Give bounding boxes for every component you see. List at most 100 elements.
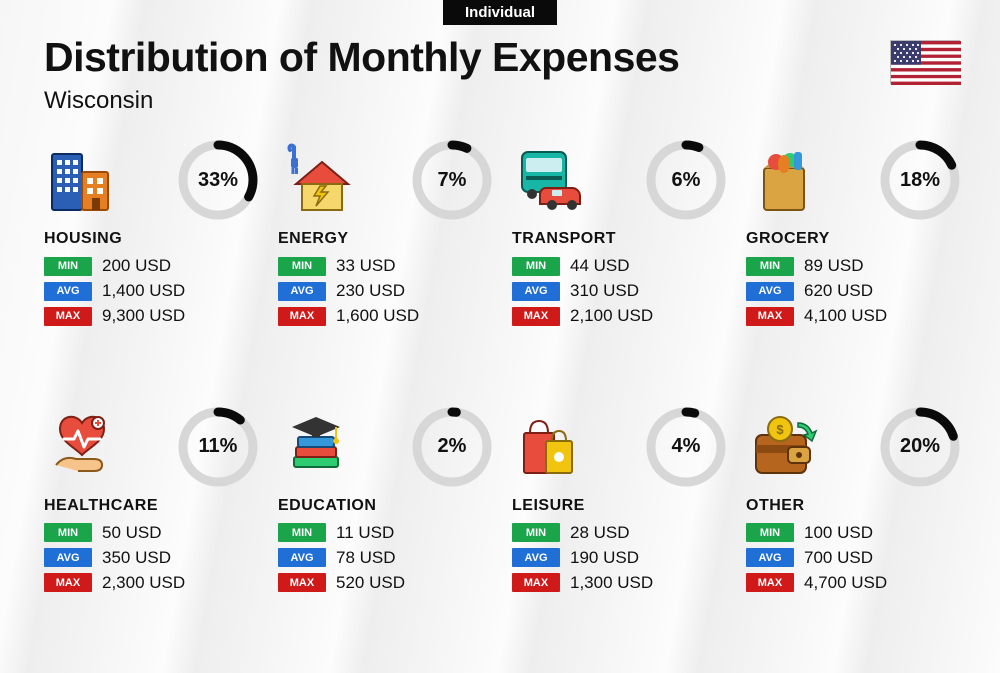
tag-avg: AVG (278, 282, 326, 301)
val-avg: 230 USD (336, 281, 405, 301)
stat-avg: AVG 700 USD (746, 548, 960, 568)
val-avg: 350 USD (102, 548, 171, 568)
card-education: 2% EDUCATION MIN 11 USD AVG 78 USD MAX 5… (278, 407, 492, 644)
donut-grocery: 18% (880, 140, 960, 220)
stat-max: MAX 520 USD (278, 573, 492, 593)
tag-avg: AVG (746, 282, 794, 301)
category-name: OTHER (746, 497, 960, 515)
val-avg: 620 USD (804, 281, 873, 301)
tag-max: MAX (278, 307, 326, 326)
val-avg: 190 USD (570, 548, 639, 568)
page-subtitle: Wisconsin (44, 87, 679, 115)
val-avg: 700 USD (804, 548, 873, 568)
tag-max: MAX (278, 573, 326, 592)
stat-max: MAX 2,300 USD (44, 573, 258, 593)
val-max: 1,600 USD (336, 306, 419, 326)
stat-avg: AVG 620 USD (746, 281, 960, 301)
tag-min: MIN (512, 523, 560, 542)
pct-label: 18% (880, 140, 960, 220)
tag-max: MAX (44, 573, 92, 592)
donut-leisure: 4% (646, 407, 726, 487)
stat-max: MAX 2,100 USD (512, 306, 726, 326)
stat-avg: AVG 310 USD (512, 281, 726, 301)
tag-min: MIN (746, 523, 794, 542)
category-name: ENERGY (278, 230, 492, 248)
stat-min: MIN 50 USD (44, 523, 258, 543)
page-title: Distribution of Monthly Expenses (44, 34, 679, 81)
category-grid: 33% HOUSING MIN 200 USD AVG 1,400 USD MA… (44, 140, 960, 643)
donut-healthcare: 11% (178, 407, 258, 487)
tag-avg: AVG (44, 548, 92, 567)
val-avg: 78 USD (336, 548, 396, 568)
stat-min: MIN 28 USD (512, 523, 726, 543)
tag-min: MIN (278, 523, 326, 542)
tag-max: MAX (746, 307, 794, 326)
wallet-icon: $ (746, 409, 822, 485)
card-leisure: 4% LEISURE MIN 28 USD AVG 190 USD MAX 1,… (512, 407, 726, 644)
stat-max: MAX 1,300 USD (512, 573, 726, 593)
category-name: LEISURE (512, 497, 726, 515)
tag-avg: AVG (746, 548, 794, 567)
tag-min: MIN (278, 257, 326, 276)
heart-hand-icon (44, 409, 120, 485)
val-max: 4,700 USD (804, 573, 887, 593)
tag-avg: AVG (44, 282, 92, 301)
donut-energy: 7% (412, 140, 492, 220)
tag-min: MIN (44, 257, 92, 276)
tag-avg: AVG (512, 548, 560, 567)
category-name: EDUCATION (278, 497, 492, 515)
svg-text:$: $ (776, 422, 784, 437)
stat-min: MIN 89 USD (746, 256, 960, 276)
stat-min: MIN 200 USD (44, 256, 258, 276)
tag-min: MIN (746, 257, 794, 276)
house-bolt-icon (278, 142, 354, 218)
stat-max: MAX 4,700 USD (746, 573, 960, 593)
tag-avg: AVG (512, 282, 560, 301)
val-min: 28 USD (570, 523, 630, 543)
grocery-bag-icon (746, 142, 822, 218)
val-avg: 1,400 USD (102, 281, 185, 301)
tag-max: MAX (512, 573, 560, 592)
val-min: 89 USD (804, 256, 864, 276)
card-energy: 7% ENERGY MIN 33 USD AVG 230 USD MAX 1,6… (278, 140, 492, 377)
shopping-bags-icon (512, 409, 588, 485)
stat-avg: AVG 350 USD (44, 548, 258, 568)
grad-books-icon (278, 409, 354, 485)
tag-max: MAX (44, 307, 92, 326)
stat-min: MIN 33 USD (278, 256, 492, 276)
pct-label: 4% (646, 407, 726, 487)
donut-transport: 6% (646, 140, 726, 220)
val-max: 9,300 USD (102, 306, 185, 326)
pct-label: 6% (646, 140, 726, 220)
stat-min: MIN 100 USD (746, 523, 960, 543)
category-name: HEALTHCARE (44, 497, 258, 515)
stat-avg: AVG 190 USD (512, 548, 726, 568)
card-transport: 6% TRANSPORT MIN 44 USD AVG 310 USD MAX … (512, 140, 726, 377)
card-grocery: 18% GROCERY MIN 89 USD AVG 620 USD MAX 4… (746, 140, 960, 377)
pct-label: 7% (412, 140, 492, 220)
val-min: 11 USD (336, 523, 394, 543)
flag-usa-icon (890, 40, 960, 84)
val-min: 33 USD (336, 256, 396, 276)
val-avg: 310 USD (570, 281, 639, 301)
card-other: $ 20% OTHER MIN 100 USD AVG 700 USD MAX (746, 407, 960, 644)
category-name: HOUSING (44, 230, 258, 248)
stat-max: MAX 4,100 USD (746, 306, 960, 326)
tag-max: MAX (512, 307, 560, 326)
donut-other: 20% (880, 407, 960, 487)
buildings-icon (44, 142, 120, 218)
val-max: 520 USD (336, 573, 405, 593)
pct-label: 11% (178, 407, 258, 487)
val-min: 100 USD (804, 523, 873, 543)
stat-max: MAX 1,600 USD (278, 306, 492, 326)
val-min: 44 USD (570, 256, 630, 276)
tag-min: MIN (44, 523, 92, 542)
card-healthcare: 11% HEALTHCARE MIN 50 USD AVG 350 USD MA… (44, 407, 258, 644)
pct-label: 20% (880, 407, 960, 487)
stat-avg: AVG 78 USD (278, 548, 492, 568)
val-max: 2,100 USD (570, 306, 653, 326)
donut-housing: 33% (178, 140, 258, 220)
val-max: 1,300 USD (570, 573, 653, 593)
stat-min: MIN 44 USD (512, 256, 726, 276)
bus-car-icon (512, 142, 588, 218)
